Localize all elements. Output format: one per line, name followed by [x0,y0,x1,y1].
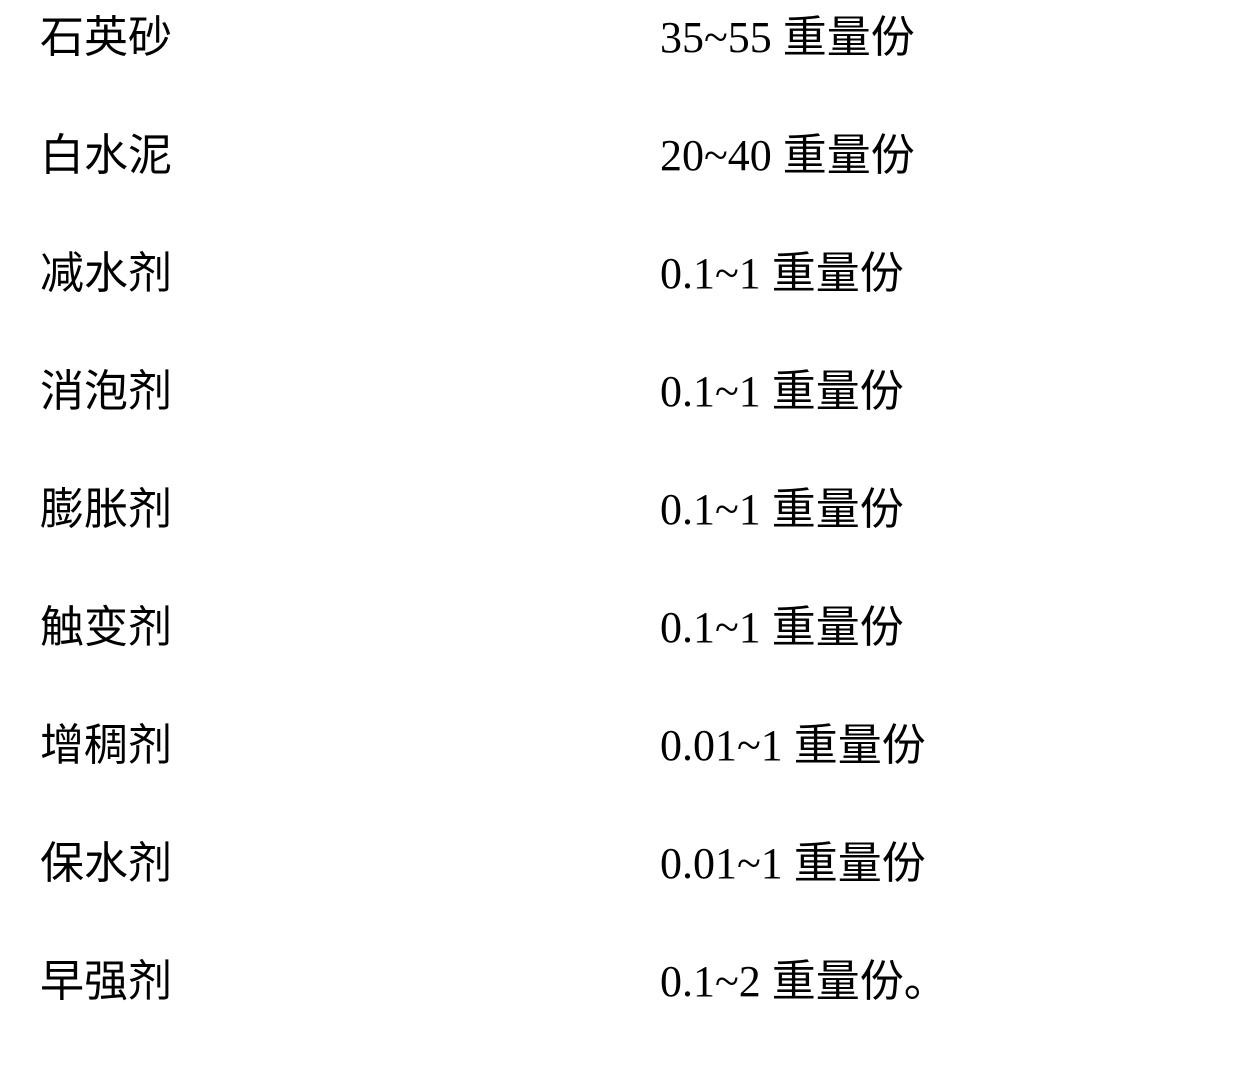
ingredient-name: 早强剂 [40,958,660,1006]
ingredient-amount: 0.01~1 重量份 [660,840,926,888]
ingredient-name: 触变剂 [40,604,660,652]
ingredient-amount: 0.1~2 重量份。 [660,958,948,1006]
table-row: 保水剂 0.01~1 重量份 [40,840,1200,958]
ingredient-name: 石英砂 [40,14,660,62]
table-row: 触变剂 0.1~1 重量份 [40,604,1200,722]
ingredient-amount: 0.1~1 重量份 [660,368,904,416]
ingredient-amount: 35~55 重量份 [660,14,915,62]
ingredient-amount: 0.1~1 重量份 [660,250,904,298]
ingredient-name: 消泡剂 [40,368,660,416]
table-row: 减水剂 0.1~1 重量份 [40,250,1200,368]
ingredient-name: 膨胀剂 [40,486,660,534]
table-row: 白水泥 20~40 重量份 [40,132,1200,250]
ingredient-amount: 0.1~1 重量份 [660,486,904,534]
ingredient-name: 增稠剂 [40,722,660,770]
ingredient-name: 减水剂 [40,250,660,298]
ingredient-name: 白水泥 [40,132,660,180]
ingredient-name: 保水剂 [40,840,660,888]
table-row: 增稠剂 0.01~1 重量份 [40,722,1200,840]
table-row: 膨胀剂 0.1~1 重量份 [40,486,1200,604]
ingredient-amount: 0.01~1 重量份 [660,722,926,770]
table-row: 早强剂 0.1~2 重量份。 [40,958,1200,1076]
ingredient-amount: 0.1~1 重量份 [660,604,904,652]
composition-table: 石英砂 35~55 重量份 白水泥 20~40 重量份 减水剂 0.1~1 重量… [0,0,1240,1083]
table-row: 消泡剂 0.1~1 重量份 [40,368,1200,486]
ingredient-amount: 20~40 重量份 [660,132,915,180]
table-row: 石英砂 35~55 重量份 [40,14,1200,132]
